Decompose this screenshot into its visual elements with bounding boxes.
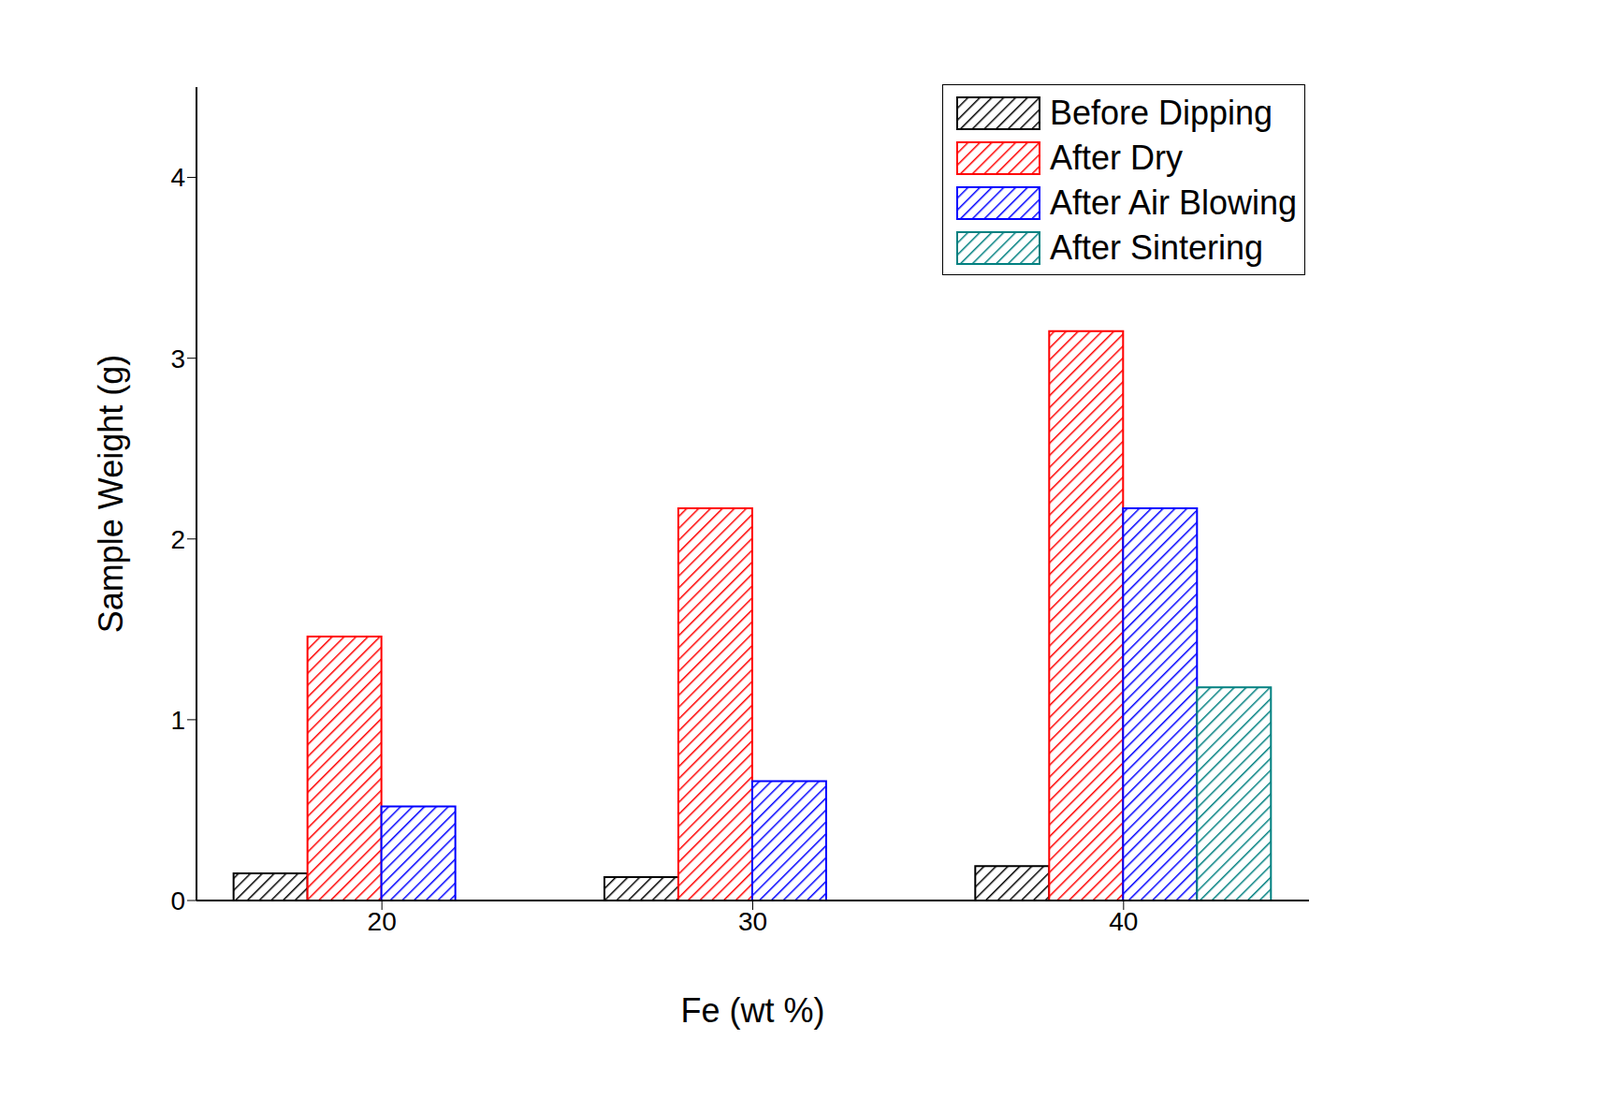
svg-text:2: 2 — [170, 524, 186, 554]
html-text:Before Dipping: Before Dipping — [1049, 93, 1273, 132]
svg-text:40: 40 — [1108, 906, 1138, 936]
svg-text:20: 20 — [367, 906, 397, 936]
svg-text:Sample Weight (g): Sample Weight (g) — [91, 354, 131, 633]
svg-text:30: 30 — [738, 906, 768, 936]
svg-text:0: 0 — [170, 886, 186, 916]
svg-text:Fe (wt %): Fe (wt %) — [680, 990, 825, 1030]
svg-text:1: 1 — [170, 705, 186, 735]
html-text:After Sintering: After Sintering — [1049, 228, 1264, 267]
svg-text:3: 3 — [170, 344, 186, 374]
html-text:After Dry: After Dry — [1049, 138, 1183, 177]
svg-text:4: 4 — [170, 162, 186, 192]
html-text:After Air Blowing: After Air Blowing — [1049, 183, 1297, 222]
